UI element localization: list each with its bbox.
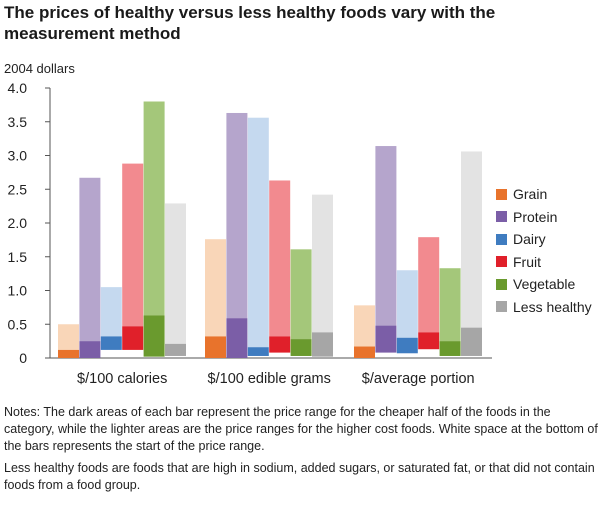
bar-lower-range bbox=[461, 327, 482, 356]
bar-lower-range bbox=[100, 336, 122, 350]
bar-lower-range bbox=[396, 337, 418, 354]
bar-upper-range bbox=[312, 194, 333, 333]
bar-upper-range bbox=[396, 270, 418, 338]
bar-lower-range bbox=[418, 332, 440, 350]
y-tick-label: 1.5 bbox=[8, 249, 28, 265]
bar-lower-range bbox=[58, 349, 79, 358]
legend-swatch bbox=[496, 278, 507, 290]
x-category-label: $/100 calories bbox=[77, 371, 167, 387]
legend-swatch bbox=[496, 301, 507, 313]
bar-upper-range bbox=[354, 305, 375, 347]
legend-label: Protein bbox=[513, 208, 558, 225]
y-tick-label: 4.0 bbox=[8, 80, 28, 96]
bar-upper-range bbox=[100, 287, 122, 337]
y-tick-label: 3.5 bbox=[8, 114, 28, 130]
bar-lower-range bbox=[143, 315, 165, 357]
legend-item: Dairy bbox=[496, 228, 592, 251]
bar-upper-range bbox=[269, 180, 291, 337]
bar-upper-range bbox=[143, 101, 165, 316]
y-axis-label: 2004 dollars bbox=[4, 61, 75, 76]
legend-label: Less healthy bbox=[513, 298, 592, 315]
x-category-label: $/average portion bbox=[362, 371, 475, 387]
bar-lower-range bbox=[247, 347, 269, 356]
bar-lower-range bbox=[226, 318, 248, 358]
notes-paragraph-1: Notes: The dark areas of each bar repres… bbox=[4, 405, 598, 453]
bar-upper-range bbox=[122, 163, 144, 327]
y-tick-label: 3.0 bbox=[8, 148, 28, 164]
legend-item: Protein bbox=[496, 206, 592, 229]
bar-upper-range bbox=[461, 151, 482, 328]
bar-lower-range bbox=[375, 325, 397, 353]
legend-label: Fruit bbox=[513, 253, 541, 270]
legend-item: Vegetable bbox=[496, 273, 592, 296]
y-tick-label: 1.0 bbox=[8, 283, 28, 299]
legend-label: Dairy bbox=[513, 231, 546, 248]
legend-item: Grain bbox=[496, 183, 592, 206]
price-range-chart: 0 0.5 1.0 1.5 2.0 2.5 3.0 3.5 4.0 $/100 calories $… bbox=[8, 80, 492, 387]
bar-upper-range bbox=[79, 177, 101, 342]
legend-label: Grain bbox=[513, 186, 548, 203]
legend-item: Less healthy bbox=[496, 296, 592, 319]
bar-upper-range bbox=[205, 239, 226, 337]
chart-legend: Grain Protein Dairy Fruit Vegetable Less heal… bbox=[496, 183, 592, 318]
bar-upper-range bbox=[247, 117, 269, 348]
bar-lower-range bbox=[439, 341, 461, 356]
chart-notes: Notes: The dark areas of each bar repres… bbox=[4, 404, 602, 499]
y-tick-label: 2.0 bbox=[8, 215, 28, 231]
chart-title: The prices of healthy versus less health… bbox=[4, 3, 496, 43]
bar-lower-range bbox=[354, 346, 375, 358]
bar-upper-range bbox=[58, 324, 79, 350]
bar-lower-range bbox=[312, 332, 333, 357]
legend-swatch bbox=[496, 188, 507, 200]
x-category-label: $/100 edible grams bbox=[208, 371, 331, 387]
bar-upper-range bbox=[226, 112, 248, 319]
bar-upper-range bbox=[165, 203, 186, 344]
legend-swatch bbox=[496, 211, 507, 223]
bar-upper-range bbox=[290, 249, 312, 340]
bar-upper-range bbox=[375, 146, 397, 326]
legend-label: Vegetable bbox=[513, 276, 576, 293]
bar-lower-range bbox=[290, 339, 312, 356]
notes-paragraph-2: Less healthy foods are foods that are hi… bbox=[4, 461, 595, 492]
bar-lower-range bbox=[205, 336, 226, 358]
legend-swatch bbox=[496, 256, 507, 268]
y-tick-label: 0.5 bbox=[8, 316, 28, 332]
y-tick-label: 0 bbox=[19, 350, 27, 366]
bar-upper-range bbox=[439, 268, 461, 342]
bar-lower-range bbox=[79, 341, 101, 358]
bar-lower-range bbox=[122, 326, 144, 350]
bar-lower-range bbox=[165, 343, 186, 356]
y-tick-label: 2.5 bbox=[8, 181, 28, 197]
bar-lower-range bbox=[269, 336, 291, 353]
bar-upper-range bbox=[418, 237, 440, 333]
legend-item: Fruit bbox=[496, 251, 592, 274]
legend-swatch bbox=[496, 233, 507, 245]
